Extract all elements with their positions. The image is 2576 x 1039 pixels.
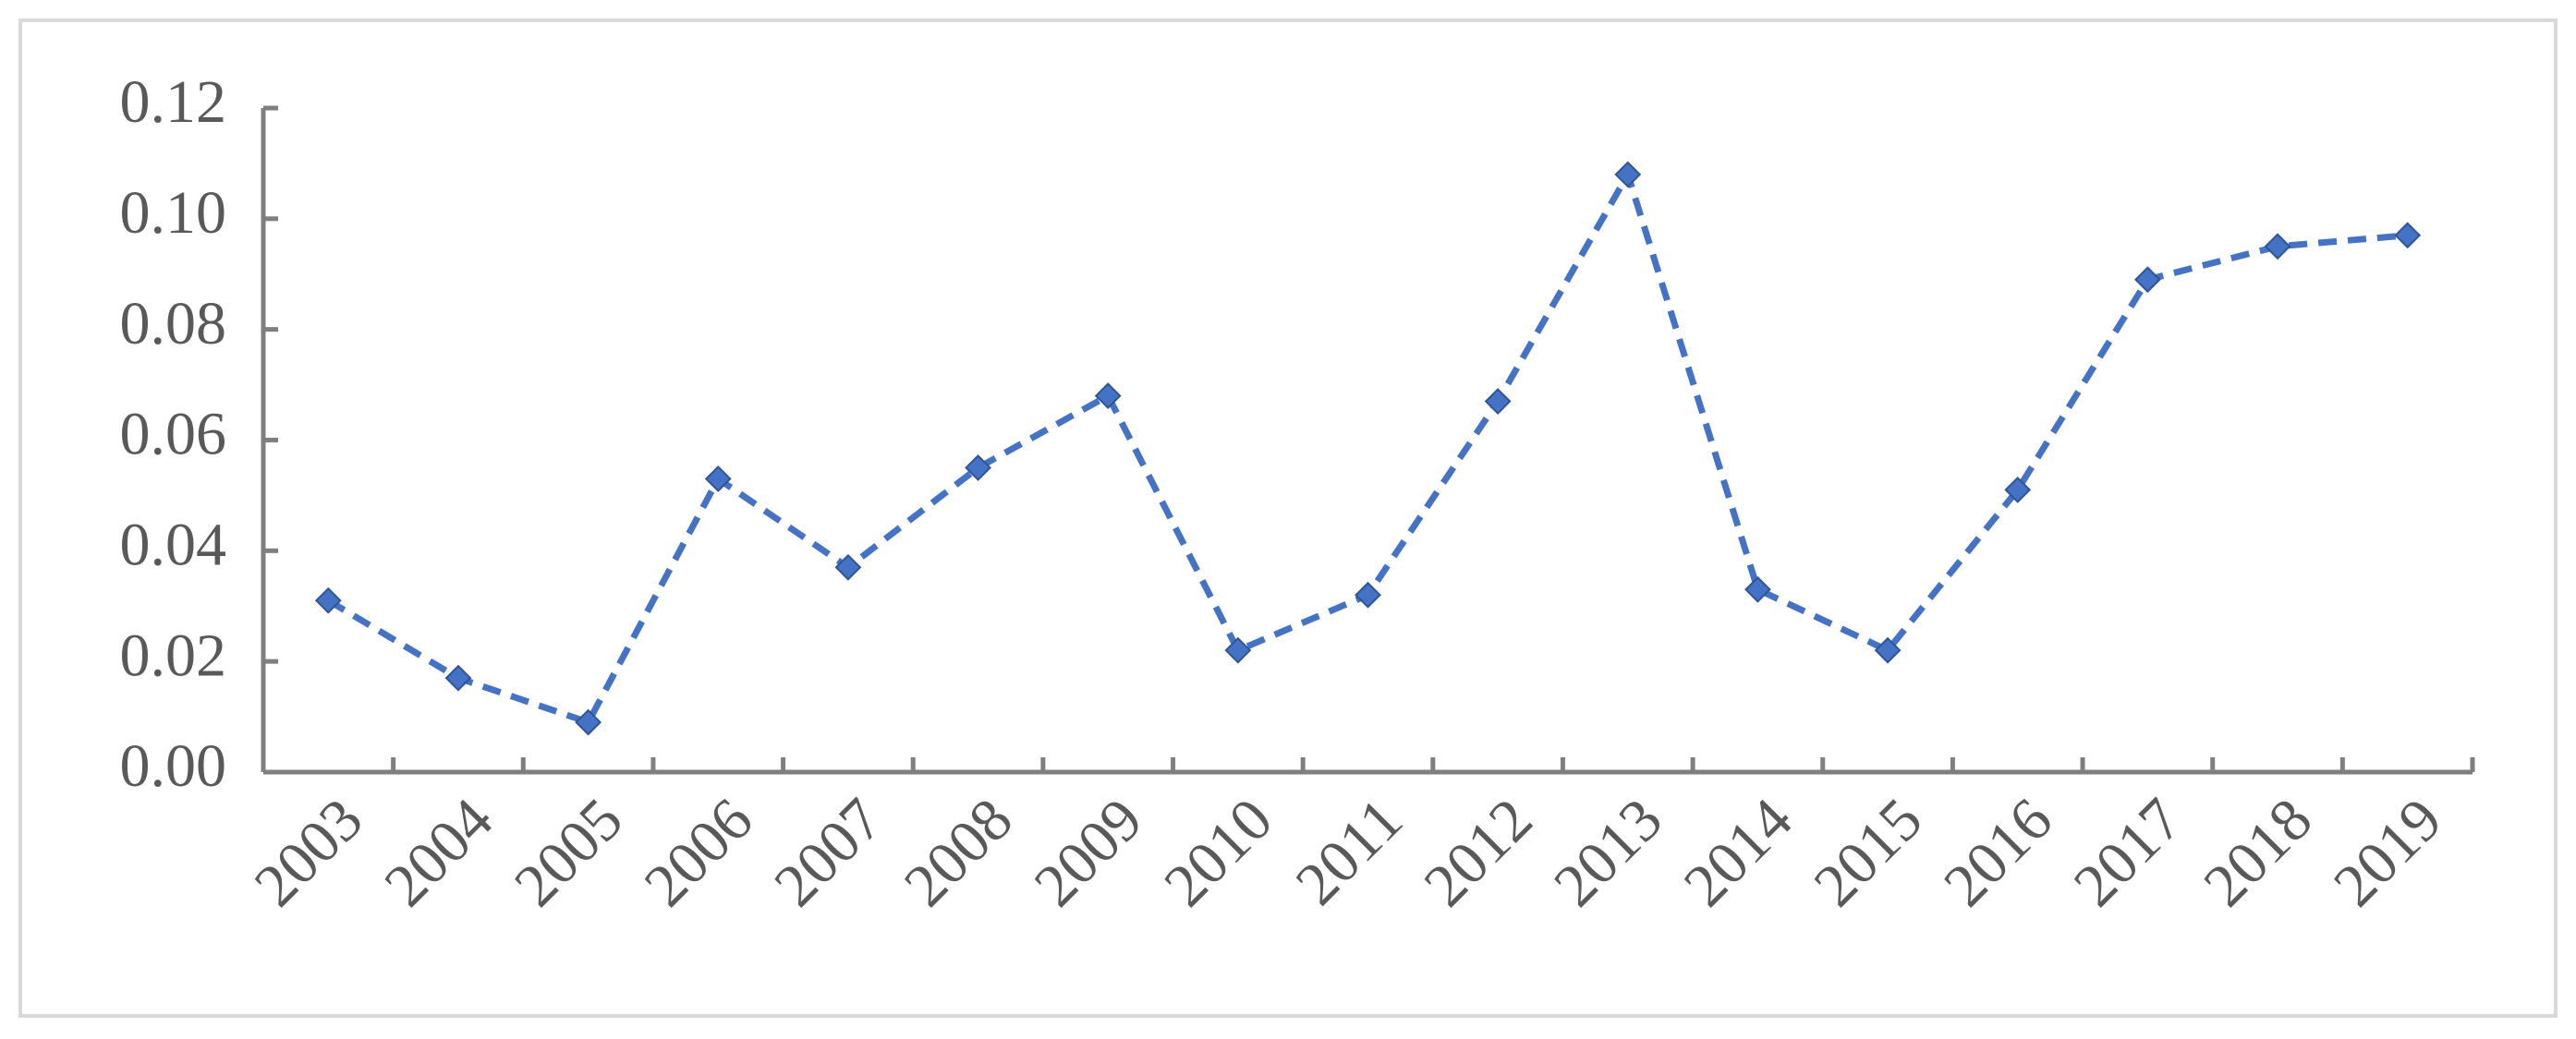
y-tick-label: 0.10 [120, 179, 227, 247]
data-marker [2004, 477, 2032, 503]
data-marker [1484, 388, 1512, 415]
data-marker [965, 454, 991, 481]
data-marker [575, 708, 602, 736]
data-marker [2133, 266, 2161, 294]
data-marker [1224, 636, 1252, 664]
data-marker [444, 664, 472, 692]
y-tick-label: 0.02 [120, 622, 227, 689]
y-tick-label: 0.00 [120, 732, 227, 800]
y-tick-label: 0.12 [120, 68, 227, 136]
data-marker [1614, 161, 1642, 188]
y-tick-label: 0.04 [120, 511, 227, 578]
chart-frame [18, 18, 2558, 1018]
data-marker [2264, 233, 2291, 260]
data-marker [1874, 636, 1902, 664]
data-marker [314, 586, 342, 614]
y-tick-label: 0.06 [120, 401, 227, 468]
data-marker [2394, 222, 2422, 249]
y-tick-label: 0.08 [120, 290, 227, 357]
data-marker [834, 553, 862, 581]
data-marker [704, 465, 732, 492]
data-marker [1744, 575, 1771, 603]
data-marker [1094, 382, 1122, 409]
data-marker [1355, 581, 1381, 609]
